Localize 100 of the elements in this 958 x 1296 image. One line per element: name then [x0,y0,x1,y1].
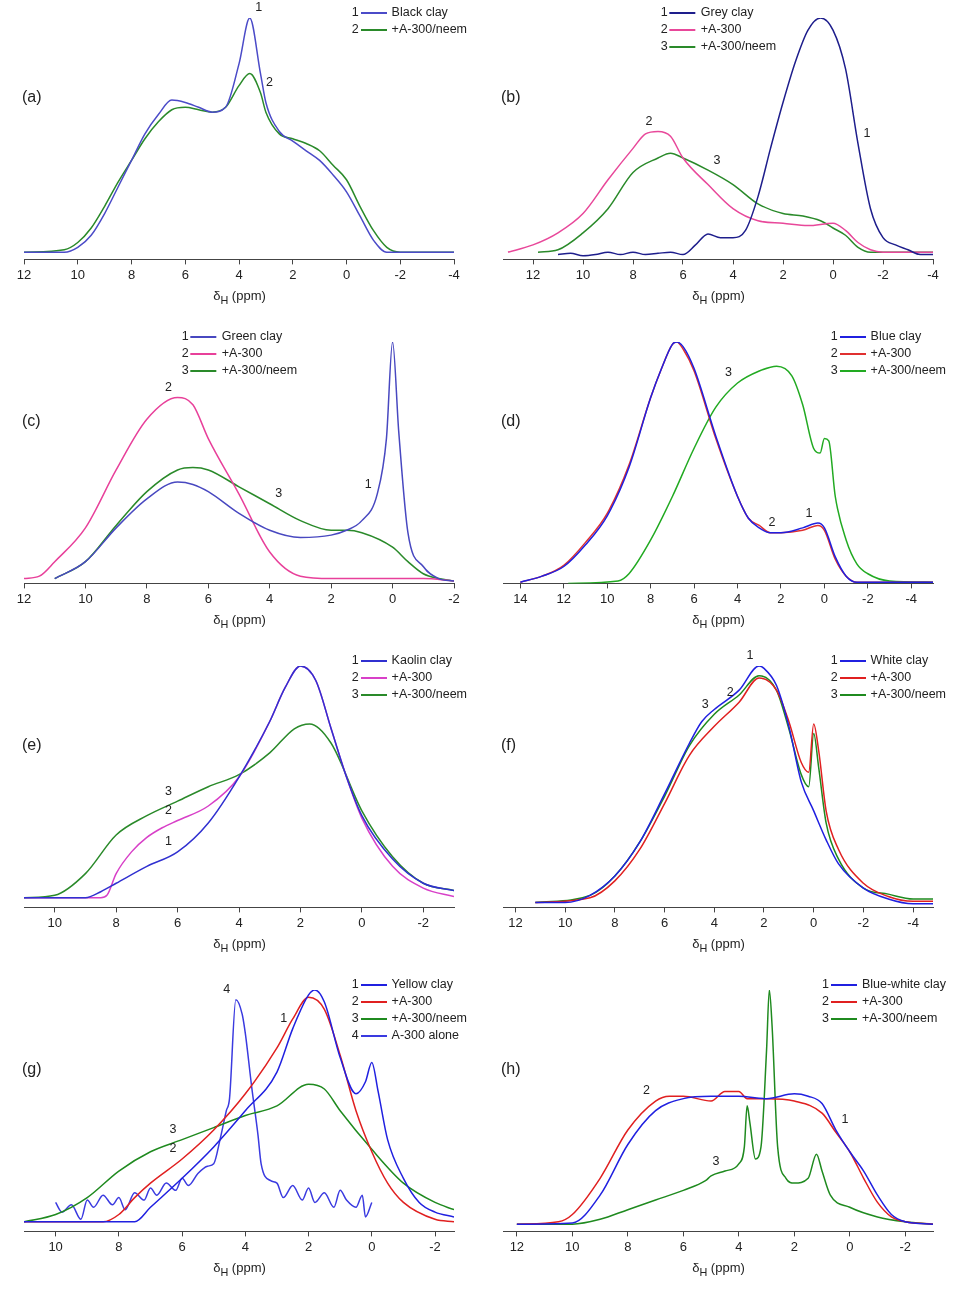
x-tick-label: 10 [565,1238,580,1254]
x-tick-label: 8 [611,914,619,930]
x-tick-label: 6 [178,1238,186,1254]
x-tick-label: 6 [181,266,189,282]
annotation: (h) [501,1060,521,1078]
legend-label: +A-300/neem [700,38,777,55]
x-axis-title: δ$_{H}$ (ppm) [691,936,746,954]
x-tick-label: 12 [556,590,572,606]
annotation: (e) [22,736,42,754]
legend-label: +A-300/neem [870,686,946,703]
x-axis-title: δ$_{H}$ (ppm) [212,936,267,954]
x-tick-label: 8 [624,1238,632,1254]
x-tick-label: 2 [790,1238,798,1254]
annotation: (f) [501,736,517,754]
x-tick-label: 12 [16,266,32,282]
x-tick-label: 4 [729,266,737,282]
text: 3 [181,363,189,377]
x-tick-label: 4 [235,914,243,930]
x-tick-label: 4 [733,590,742,606]
x-tick-label: 6 [679,1238,687,1254]
text: 3 [830,363,838,377]
x-tick-label: -2 [429,1238,441,1254]
x-tick-label: 10 [48,1238,63,1254]
x-tick-label: 4 [266,590,274,606]
x-tick-label: 6 [679,266,687,282]
x-tick-label: 6 [660,914,669,930]
annotation: 4 [223,982,231,997]
text: 2 [660,22,668,36]
x-tick-label: -2 [448,590,460,606]
annotation: 2 [768,515,776,530]
text: 3 [660,39,668,53]
annotation: 3 [701,696,709,711]
annotation: 1 [255,0,263,15]
text: 1 [351,977,359,991]
x-tick-label: 8 [115,1238,123,1254]
annotation: 3 [713,152,721,167]
annotation: 3 [725,365,733,380]
x-tick-label: 10 [575,266,591,282]
text: 4 [351,1028,359,1042]
x-tick-label: 2 [327,590,335,606]
x-tick-label: 2 [289,266,297,282]
legend-label: Kaolin clay [391,652,453,669]
annotation: 2 [169,1141,177,1156]
x-tick-label: 0 [342,266,351,282]
text: 2 [830,346,838,360]
annotation: 1 [841,1112,849,1127]
x-tick-label: 0 [810,914,818,930]
x-tick-label: -4 [907,914,919,930]
annotation: 2 [165,379,173,394]
text: 1 [351,653,359,667]
annotation: 3 [712,1153,720,1168]
x-tick-label: 12 [508,914,523,930]
x-tick-label: 2 [304,1238,313,1254]
x-tick-label: -2 [857,914,870,930]
x-tick-label: 14 [513,590,528,606]
x-tick-label: 10 [47,914,62,930]
x-axis-title: δ$_{H}$ (ppm) [212,612,267,630]
x-tick-label: 8 [629,266,637,282]
text: 1 [181,329,189,343]
legend-label: +A-300/neem [391,21,467,38]
x-tick-label: -4 [927,266,939,282]
x-tick-label: 2 [779,266,787,282]
legend-label: +A-300 [870,669,912,686]
x-tick-label: 10 [78,590,93,606]
annotation: (d) [501,412,521,430]
x-tick-label: 2 [296,914,305,930]
legend-label: Green clay [221,328,283,345]
legend-label: +A-300/neem [870,362,946,379]
legend-label: +A-300/neem [391,1010,467,1027]
x-tick-label: 4 [735,1238,743,1254]
x-tick-label: -2 [417,914,430,930]
x-tick-label: 0 [820,590,829,606]
x-tick-label: 12 [509,1238,525,1254]
annotation: 2 [165,802,173,817]
x-tick-label: 0 [846,1238,854,1254]
x-tick-label: 0 [358,914,366,930]
annotation: 3 [169,1122,177,1137]
text: 2 [181,346,189,360]
text: 1 [351,5,359,19]
legend-label: +A-300 [861,993,903,1010]
x-tick-label: 4 [235,266,243,282]
annotation: 2 [266,75,274,90]
text: 3 [351,1011,359,1025]
x-tick-label: -4 [448,266,460,282]
x-tick-label: 8 [647,590,655,606]
x-tick-label: 0 [829,266,837,282]
annotation: 1 [280,1011,288,1026]
x-axis-title: δ$_{H}$ (ppm) [691,1260,746,1278]
annotation: 1 [364,476,372,491]
legend-label: Black clay [391,4,448,21]
x-tick-label: 4 [241,1238,249,1254]
text: 1 [660,5,668,19]
annotation: 1 [746,648,754,663]
x-tick-label: 6 [204,590,212,606]
legend-label: +A-300 [221,345,263,362]
text: 2 [830,670,838,684]
annotation: 2 [645,113,653,128]
legend-label: A-300 alone [391,1027,460,1044]
annotation: (a) [22,88,42,106]
legend-label: +A-300 [391,993,433,1010]
